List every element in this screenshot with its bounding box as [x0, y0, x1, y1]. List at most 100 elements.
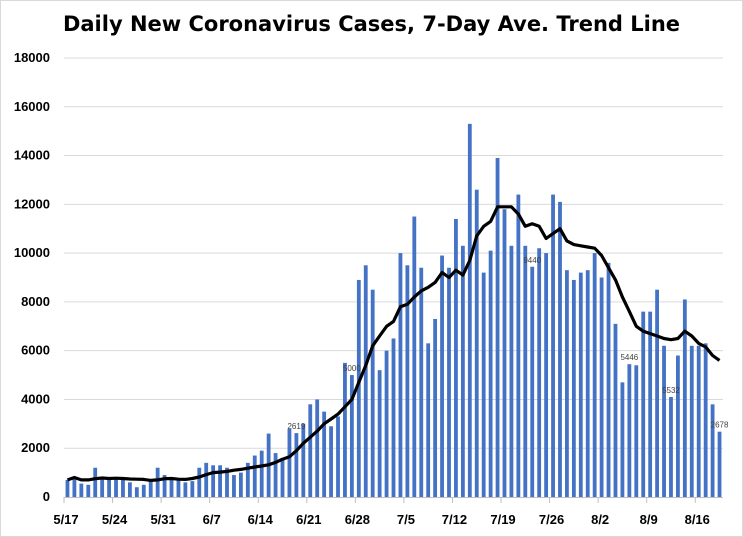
bar [398, 253, 403, 497]
bar [245, 462, 250, 497]
bar-series [65, 123, 722, 498]
bar [412, 216, 417, 497]
bar [79, 483, 84, 497]
y-tick-label: 6000 [21, 343, 50, 358]
x-tick-label: 7/26 [539, 512, 564, 527]
bar [72, 477, 77, 497]
bar [447, 267, 451, 497]
bar [141, 484, 146, 497]
bar [454, 218, 458, 497]
data-labels: 2619 5000 9440 5446 5532 2678 [287, 256, 728, 431]
y-tick-label: 10000 [14, 245, 50, 260]
bar [537, 248, 542, 497]
x-tick-label: 7/12 [442, 512, 467, 527]
bar [682, 299, 687, 497]
bar [349, 375, 354, 497]
bar [169, 477, 174, 497]
bar [204, 462, 209, 497]
trend-line-series [66, 205, 721, 482]
y-tick-label: 14000 [14, 148, 50, 163]
bar [606, 262, 611, 497]
bar [391, 338, 396, 497]
data-label: 2619 [287, 422, 305, 431]
bar [107, 479, 111, 497]
bar [585, 270, 590, 497]
bar [516, 194, 521, 498]
bar [474, 189, 479, 497]
bar [259, 450, 264, 497]
bar [225, 467, 229, 497]
bar [211, 465, 216, 497]
bar [565, 270, 569, 497]
y-tick-label: 4000 [21, 391, 50, 406]
bar [481, 272, 486, 497]
bar [127, 482, 132, 497]
bar [641, 311, 646, 497]
x-tick-label: 7/5 [397, 512, 415, 527]
bar [114, 477, 118, 497]
bar [197, 467, 202, 497]
bar [336, 416, 340, 497]
bar [294, 433, 299, 497]
x-tick-label: 6/14 [248, 512, 274, 527]
y-tick-label: 16000 [14, 99, 50, 114]
bar [100, 477, 105, 497]
bar [162, 475, 167, 497]
bar [662, 345, 666, 497]
bar [329, 426, 333, 497]
bar [218, 465, 222, 497]
bar [148, 479, 153, 497]
bar [655, 289, 660, 497]
bar [620, 382, 625, 497]
bar [252, 455, 257, 497]
bar [613, 323, 618, 497]
x-tick-label: 7/19 [490, 512, 515, 527]
bar [384, 350, 389, 497]
x-tick-label: 8/16 [685, 512, 710, 527]
bar [696, 345, 701, 497]
bar [460, 245, 465, 497]
data-label: 5446 [620, 353, 638, 362]
bar [627, 364, 632, 497]
bar [322, 411, 327, 497]
bar [176, 479, 181, 497]
chart-title: Daily New Coronavirus Cases, 7-Day Ave. … [62, 12, 681, 36]
bar [571, 279, 576, 497]
bar [578, 272, 583, 497]
bar [467, 123, 472, 497]
x-tick-label: 5/17 [53, 512, 78, 527]
data-label: 5532 [662, 386, 680, 395]
bar [440, 255, 444, 497]
bar [495, 157, 500, 497]
bar [544, 253, 549, 497]
y-tick-label: 0 [43, 489, 50, 504]
bar [710, 404, 715, 497]
trend-line [66, 205, 721, 482]
bar [273, 453, 278, 497]
bar [183, 482, 188, 497]
x-axis: 5/17 5/24 5/31 6/7 6/14 6/21 6/28 7/5 7/12 7/19 7/… [53, 497, 723, 527]
bar [121, 478, 125, 497]
bar [592, 253, 597, 497]
bar [689, 345, 694, 497]
y-tick-label: 2000 [21, 440, 50, 455]
bar [634, 365, 639, 497]
x-tick-label: 6/28 [345, 512, 370, 527]
bar [551, 194, 555, 498]
bar [599, 277, 604, 497]
bar [343, 362, 347, 497]
bar [155, 467, 160, 497]
bar [488, 250, 493, 497]
bar [65, 479, 70, 497]
x-tick-label: 5/31 [150, 512, 175, 527]
bar [530, 266, 535, 497]
bar [509, 245, 514, 497]
bar [669, 397, 673, 497]
bar [280, 457, 285, 497]
data-label: 5000 [343, 364, 361, 373]
bar [86, 484, 91, 497]
bar [433, 318, 438, 497]
bar [308, 404, 313, 497]
bar [405, 265, 410, 497]
bar [426, 343, 431, 497]
